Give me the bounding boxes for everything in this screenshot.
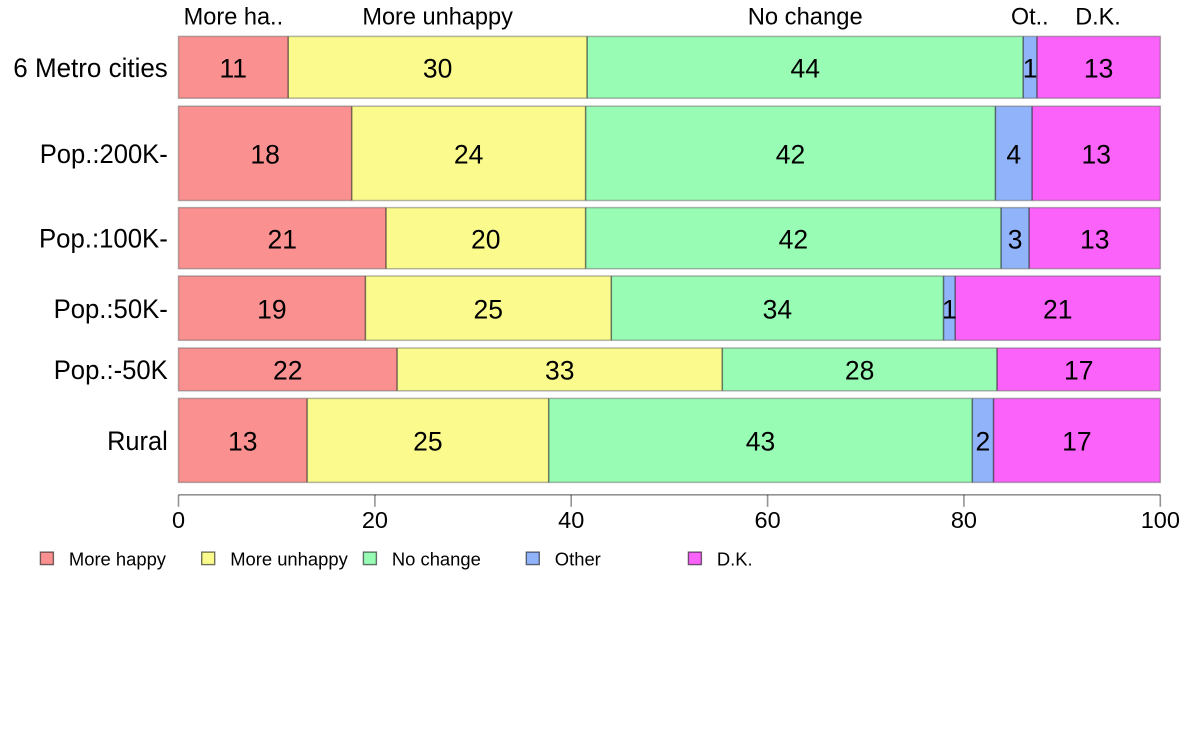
svg-text:0: 0 (172, 507, 185, 533)
svg-text:24: 24 (454, 140, 483, 170)
svg-text:Ot..: Ot.. (1011, 4, 1049, 31)
svg-text:Pop.:200K-: Pop.:200K- (40, 139, 168, 169)
svg-text:44: 44 (790, 54, 819, 84)
svg-text:Pop.:-50K: Pop.:-50K (54, 355, 168, 385)
svg-text:60: 60 (755, 507, 781, 533)
svg-text:6 Metro cities: 6 Metro cities (13, 53, 168, 83)
svg-text:Other: Other (555, 549, 601, 570)
svg-text:20: 20 (362, 507, 388, 533)
svg-text:More unhappy: More unhappy (230, 549, 348, 570)
svg-text:30: 30 (423, 54, 452, 84)
svg-text:25: 25 (413, 427, 442, 457)
svg-text:More unhappy: More unhappy (362, 4, 513, 31)
svg-text:More ha..: More ha.. (184, 4, 284, 31)
svg-text:34: 34 (763, 294, 792, 324)
svg-text:42: 42 (779, 224, 808, 254)
svg-text:17: 17 (1064, 356, 1093, 386)
svg-text:22: 22 (273, 356, 302, 386)
svg-text:100: 100 (1141, 507, 1180, 533)
svg-text:13: 13 (1080, 224, 1109, 254)
svg-text:25: 25 (474, 294, 503, 324)
svg-text:3: 3 (1008, 224, 1023, 254)
svg-text:28: 28 (845, 356, 874, 386)
svg-text:43: 43 (746, 427, 775, 457)
svg-text:18: 18 (250, 140, 279, 170)
svg-text:4: 4 (1006, 140, 1021, 170)
svg-text:42: 42 (776, 140, 805, 170)
svg-text:20: 20 (471, 224, 500, 254)
svg-text:33: 33 (545, 356, 574, 386)
svg-text:80: 80 (951, 507, 977, 533)
svg-text:No change: No change (748, 4, 863, 31)
svg-text:21: 21 (1043, 294, 1072, 324)
svg-text:D.K.: D.K. (717, 549, 753, 570)
svg-text:1: 1 (1023, 54, 1038, 84)
svg-text:1: 1 (942, 294, 957, 324)
svg-text:No change: No change (392, 549, 481, 570)
svg-text:40: 40 (558, 507, 584, 533)
svg-text:D.K.: D.K. (1075, 4, 1121, 31)
svg-text:21: 21 (267, 224, 296, 254)
svg-text:13: 13 (1081, 140, 1110, 170)
svg-text:13: 13 (228, 427, 257, 457)
svg-text:19: 19 (257, 294, 286, 324)
svg-text:17: 17 (1062, 427, 1091, 457)
svg-text:Pop.:50K-: Pop.:50K- (54, 294, 168, 324)
svg-text:11: 11 (220, 54, 248, 84)
svg-text:13: 13 (1084, 54, 1113, 84)
svg-text:Rural: Rural (107, 426, 168, 456)
svg-text:2: 2 (976, 427, 991, 457)
svg-text:More happy: More happy (69, 549, 167, 570)
svg-text:Pop.:100K-: Pop.:100K- (39, 224, 168, 254)
